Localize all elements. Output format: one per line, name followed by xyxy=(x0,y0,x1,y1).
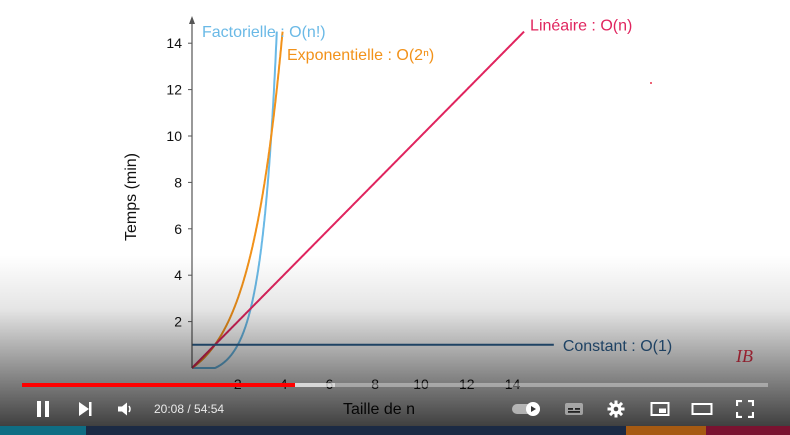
miniplayer-button[interactable] xyxy=(646,394,674,424)
series-line-exponential xyxy=(191,31,284,369)
subtitles-button[interactable] xyxy=(560,394,588,424)
series-label-exponential: Exponentielle : O(2ⁿ) xyxy=(287,47,434,64)
progress-bar[interactable] xyxy=(22,383,768,387)
control-bar: 20:08 / 54:54 xyxy=(0,394,790,424)
y-axis-label: Temps (min) xyxy=(123,153,140,241)
volume-button[interactable] xyxy=(112,394,138,424)
y-tick-label: 10 xyxy=(166,128,182,144)
bottom-strip-segment xyxy=(706,426,790,435)
fullscreen-icon xyxy=(736,400,754,418)
theater-mode-button[interactable] xyxy=(688,394,716,424)
y-tick-label: 6 xyxy=(174,221,182,237)
series-line-linear xyxy=(191,30,525,369)
time-display: 20:08 / 54:54 xyxy=(154,402,224,416)
pause-icon xyxy=(37,401,49,417)
autoplay-toggle[interactable] xyxy=(510,394,544,424)
bottom-strip-segment xyxy=(0,426,86,435)
pause-button[interactable] xyxy=(30,394,56,424)
y-tick-label: 8 xyxy=(174,174,182,190)
series-line-factorial xyxy=(192,31,278,369)
time-current: 20:08 xyxy=(154,402,185,416)
settings-button[interactable] xyxy=(602,394,630,424)
series-label-constant: Constant : O(1) xyxy=(563,338,672,355)
y-tick-label: 14 xyxy=(166,35,182,51)
series-label-factorial: Factorielle : O(n!) xyxy=(202,24,326,41)
next-icon xyxy=(79,402,92,416)
series-label-linear: Linéaire : O(n) xyxy=(530,18,632,35)
y-tick-label: 4 xyxy=(174,267,182,283)
theater-icon xyxy=(691,403,713,415)
subtitles-icon xyxy=(565,403,583,415)
bottom-strip-segment xyxy=(626,426,706,435)
miniplayer-icon xyxy=(650,402,670,416)
progress-played xyxy=(22,383,296,387)
y-tick-label: 12 xyxy=(166,82,182,98)
gear-icon xyxy=(607,400,625,418)
stray-dot xyxy=(650,82,652,84)
bottom-strip-segment xyxy=(86,426,626,435)
next-button[interactable] xyxy=(72,394,98,424)
y-tick-label: 2 xyxy=(174,314,182,330)
time-separator: / xyxy=(184,402,195,416)
volume-icon xyxy=(118,402,131,416)
autoplay-toggle-icon xyxy=(512,402,540,416)
fullscreen-button[interactable] xyxy=(731,394,759,424)
time-total: 54:54 xyxy=(194,402,225,416)
watermark-logo: IB xyxy=(735,346,753,366)
y-axis-arrow xyxy=(189,16,195,24)
